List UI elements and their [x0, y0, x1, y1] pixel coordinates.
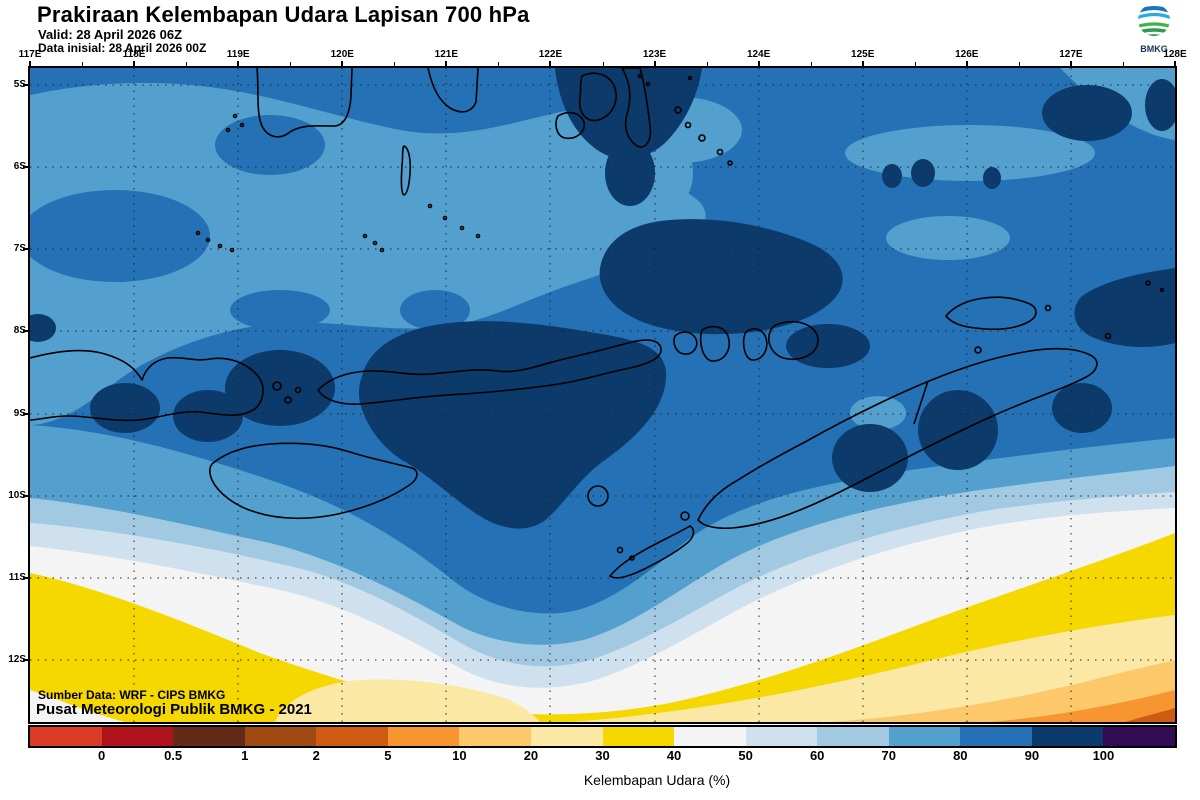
colorbar-tick-label: 50: [738, 748, 753, 763]
y-axis-label: 11S: [8, 571, 26, 583]
humidity-contour-map: [30, 68, 1175, 722]
colorbar-segment: [244, 727, 317, 746]
initial-time-label: Data inisial: 28 April 2026 00Z: [38, 41, 207, 55]
y-axis-label: 12S: [8, 653, 26, 665]
colorbar-tick-label: 30: [595, 748, 610, 763]
y-axis-tick: [23, 166, 28, 169]
x-axis-tick: [965, 61, 968, 66]
x-axis-minor-tick: [706, 62, 708, 66]
valid-time-label: Valid: 28 April 2026 06Z: [38, 27, 183, 42]
x-axis-label: 123E: [642, 49, 667, 60]
colorbar-segment: [602, 727, 675, 746]
x-axis-minor-tick: [82, 62, 84, 66]
x-axis-label: 124E: [746, 49, 771, 60]
y-axis-label: 10S: [8, 489, 26, 501]
humidity-colorbar: [28, 725, 1177, 748]
y-axis-tick: [23, 84, 28, 86]
x-axis-label: 127E: [1059, 49, 1083, 60]
x-axis-tick: [445, 61, 448, 66]
page-title: Prakiraan Kelembapan Udara Lapisan 700 h…: [37, 2, 530, 27]
x-axis-label: 117E: [18, 49, 42, 60]
y-axis-label: 5S: [13, 79, 26, 90]
colorbar-segment: [316, 727, 388, 746]
colorbar-segment: [674, 727, 746, 746]
y-axis-label: 8S: [13, 325, 26, 337]
y-axis-tick: [23, 412, 28, 415]
x-axis-tick: [861, 61, 864, 66]
colorbar-tick-label: 60: [809, 748, 825, 763]
y-axis-tick: [23, 494, 28, 497]
x-axis-label: 126E: [955, 49, 979, 60]
x-axis-tick: [1174, 61, 1176, 66]
x-axis-tick: [653, 61, 656, 66]
y-axis-label: 9S: [13, 407, 26, 419]
bmkg-logo: BMKG: [1132, 2, 1176, 54]
colorbar-segment: [1031, 727, 1104, 746]
colorbar-tick-label: 100: [1092, 748, 1115, 763]
colorbar-tick-label: 0: [97, 748, 106, 763]
x-axis-minor-tick: [186, 62, 188, 66]
x-axis-label: 121E: [434, 49, 459, 60]
x-axis-label: 118E: [122, 49, 146, 60]
weather-map-canvas: [28, 66, 1177, 724]
colorbar-tick-label: 1: [241, 748, 249, 763]
y-axis-tick: [23, 576, 28, 579]
colorbar-tick-label: 10: [452, 748, 467, 763]
colorbar-segment: [960, 727, 1032, 746]
coastlines: [30, 68, 1165, 579]
colorbar-tick-label: 70: [881, 748, 896, 763]
x-axis-tick: [341, 61, 344, 66]
x-axis-tick: [757, 61, 760, 66]
colorbar-tick-label: 80: [953, 748, 968, 763]
x-axis-tick: [133, 61, 136, 66]
colorbar-segment: [101, 727, 174, 746]
y-axis-tick: [23, 658, 28, 661]
colorbar-tick-label: 2: [312, 748, 320, 763]
x-axis-label: 128E: [1163, 49, 1187, 60]
colorbar-tick-label: 0.5: [164, 748, 183, 763]
colorbar-segment: [30, 727, 102, 746]
colorbar-segment: [530, 727, 603, 746]
x-axis-minor-tick: [394, 62, 396, 66]
y-axis-tick: [23, 248, 28, 251]
x-axis-tick: [549, 61, 552, 66]
x-axis-tick: [1069, 61, 1072, 66]
x-axis-minor-tick: [914, 62, 916, 66]
data-source-credit: Sumber Data: WRF - CIPS BMKG: [38, 688, 226, 702]
colorbar-tick-label: 20: [523, 748, 539, 763]
colorbar-segment: [817, 727, 889, 746]
x-axis-tick: [29, 61, 31, 66]
x-axis-minor-tick: [498, 62, 500, 66]
x-axis-label: 125E: [851, 49, 875, 60]
colorbar-segment: [173, 727, 245, 746]
x-axis-label: 120E: [330, 49, 354, 60]
colorbar-segment: [459, 727, 531, 746]
y-axis-label: 6S: [13, 161, 26, 173]
producer-credit: Pusat Meteorologi Publik BMKG - 2021: [36, 701, 312, 718]
colorbar-segment: [888, 727, 961, 746]
y-axis-label: 7S: [13, 243, 26, 255]
x-axis-minor-tick: [810, 62, 812, 66]
x-axis-minor-tick: [602, 62, 604, 66]
bmkg-logo-text: BMKG: [1140, 44, 1168, 54]
x-axis-minor-tick: [1018, 62, 1020, 66]
colorbar-tick-label: 40: [666, 748, 682, 763]
colorbar-segment: [387, 727, 460, 746]
x-axis-label: 119E: [226, 49, 250, 60]
bmkg-logo-icon: [1138, 4, 1170, 36]
colorbar-tick-label: 5: [384, 748, 392, 763]
x-axis-tick: [237, 61, 240, 66]
x-axis-minor-tick: [1122, 62, 1124, 66]
colorbar-caption: Kelembapan Udara (%): [583, 772, 731, 788]
y-axis-tick: [23, 330, 28, 333]
colorbar-segment: [1103, 727, 1175, 746]
x-axis-label: 122E: [538, 49, 563, 60]
colorbar-tick-label: 90: [1024, 748, 1040, 763]
x-axis-minor-tick: [290, 62, 292, 66]
colorbar-segment: [745, 727, 818, 746]
